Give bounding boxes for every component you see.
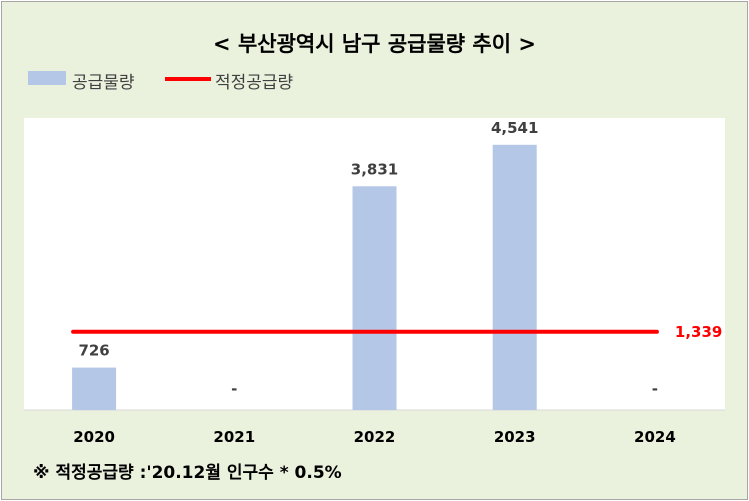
legend-bar-label: 공급물량 xyxy=(72,73,135,93)
bar-2020 xyxy=(72,367,117,410)
bar-data-label-2021: - xyxy=(231,380,237,398)
legend-line-label: 적정공급량 xyxy=(215,73,294,93)
reference-line-label: 1,339 xyxy=(675,323,722,341)
x-tick-label-2022: 2022 xyxy=(354,428,396,446)
bar-data-label-2022: 3,831 xyxy=(351,160,398,178)
bar-data-label-2023: 4,541 xyxy=(491,119,538,137)
bar-2023 xyxy=(492,144,537,410)
chart-title: < 부산광역시 남구 공급물량 추이 > xyxy=(213,32,536,56)
x-tick-label-2020: 2020 xyxy=(73,428,115,446)
bar-data-label-2024: - xyxy=(652,380,658,398)
legend-line-swatch xyxy=(165,77,211,81)
legend-bar-swatch xyxy=(28,71,66,85)
x-tick-label-2024: 2024 xyxy=(634,428,676,446)
bar-data-label-2020: 726 xyxy=(78,342,109,360)
bar-2022 xyxy=(352,186,397,410)
x-tick-label-2021: 2021 xyxy=(213,428,255,446)
x-tick-label-2023: 2023 xyxy=(494,428,536,446)
footnote: ※ 적정공급량 :'20.12월 인구수 * 0.5% xyxy=(33,463,342,483)
